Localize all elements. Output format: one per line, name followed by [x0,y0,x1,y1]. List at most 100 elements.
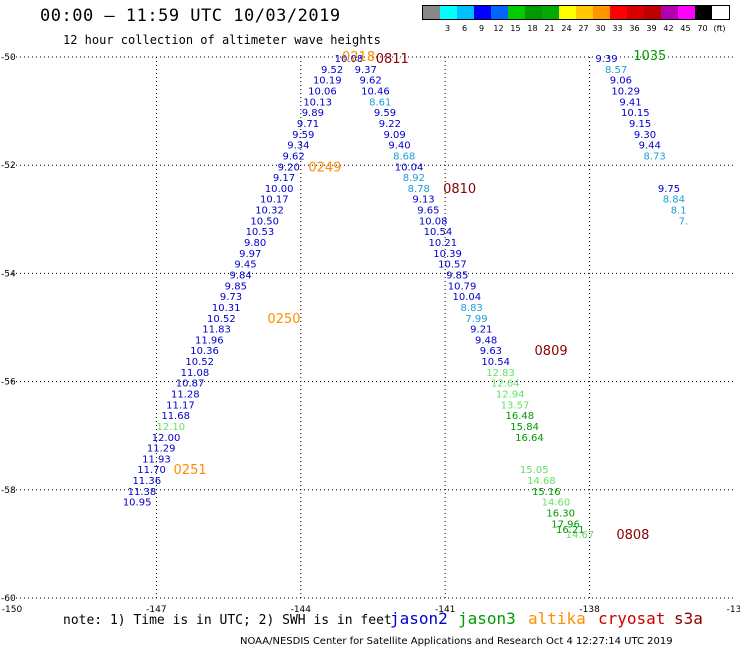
wave-height-label: 10.08 [419,216,448,227]
wave-height-label: 9.62 [359,76,381,87]
x-tick-label: -13 [727,605,740,615]
color-scale-swatch [491,6,508,19]
wave-height-label: 8.84 [663,195,685,206]
wave-height-label: 10.53 [246,227,275,238]
wave-height-label: 9.65 [417,206,439,217]
wave-height-label: 9.13 [412,195,434,206]
y-tick-label: -50 [1,53,16,63]
color-scale-swatch [559,6,576,19]
color-scale-label: 9 [478,24,485,33]
wave-height-label: 9.73 [220,292,242,303]
wave-height-label: 9.59 [374,108,396,119]
color-scale-swatch [661,6,678,19]
legend-cryosat: cryosat [598,609,666,628]
wave-height-label: 10.39 [433,249,462,260]
chart-subtitle: 12 hour collection of altimeter wave hei… [63,33,381,47]
color-scale-swatch [457,6,474,19]
x-tick-label: -144 [291,605,312,615]
wave-height-label: 10.95 [123,498,152,509]
wave-height-label: 10.04 [453,292,482,303]
color-scale-label: 12 [493,24,504,33]
color-scale-label: 3 [444,24,451,33]
color-scale-swatch [525,6,542,19]
wave-height-label: 10.15 [621,108,650,119]
color-scale-label: 21 [544,24,555,33]
wave-height-label: 11.36 [132,476,161,487]
color-scale-swatch [508,6,525,19]
wave-height-label: 9.09 [384,130,406,141]
wave-height-label: 14.68 [527,476,556,487]
wave-height-label: 11.96 [195,335,224,346]
color-scale-swatch [627,6,644,19]
wave-height-label: 11.08 [181,368,210,379]
wave-height-label: 11.68 [161,411,190,422]
wave-height-label: 9.62 [282,151,304,162]
wave-height-label: 8.92 [403,173,425,184]
wave-height-color-scale: 3 6 9 12 15 18 21 24 27 30 33 36 39 42 45 70 (ft) [422,5,730,33]
wave-height-label: 14.60 [542,498,571,509]
color-scale-swatch [678,6,695,19]
wave-height-label: 12.83 [486,368,515,379]
pass-time-label: 0250 [267,312,300,327]
wave-height-label: 10.87 [176,379,205,390]
wave-height-label: 9.20 [278,162,300,173]
wave-height-label: 10.36 [190,346,219,357]
y-tick-label: -52 [1,161,16,171]
wave-height-label: 9.52 [321,65,343,76]
wave-height-label: 9.15 [629,119,651,130]
wave-height-label: 10.50 [250,216,279,227]
color-scale-label: 42 [663,24,674,33]
pass-time-label: 0811 [376,52,409,67]
color-scale-label: 36 [629,24,640,33]
color-scale-swatch [576,6,593,19]
legend-jason2: jason2 [390,609,448,628]
wave-height-label: 11.38 [128,487,157,498]
wave-height-label: 17.96 [551,519,580,530]
pass-time-label: 0249 [308,160,341,175]
color-scale-labels: 3 6 9 12 15 18 21 24 27 30 33 36 39 42 45 70 (ft) [422,24,730,33]
wave-height-label: 10.52 [185,357,214,368]
legend-altika: altika [528,609,586,628]
wave-height-label: 9.89 [302,108,324,119]
color-scale-swatch [474,6,491,19]
credit-line: NOAA/NESDIS Center for Satellite Applica… [240,636,673,647]
wave-height-label: 10.79 [448,281,477,292]
color-scale-swatch [593,6,610,19]
color-scale-label: (ft) [713,24,726,33]
wave-height-label: 12.00 [152,433,181,444]
wave-height-label: 10.04 [395,162,424,173]
wave-height-label: 9.17 [273,173,295,184]
color-scale-label: 15 [510,24,521,33]
wave-height-label: 11.28 [171,390,200,401]
color-scale-label: 45 [680,24,691,33]
x-tick-label: -150 [2,605,23,615]
wave-height-label: 7.99 [465,314,487,325]
wave-height-label: 10.46 [361,87,390,98]
wave-height-label: 10.21 [428,238,457,249]
x-tick-label: -141 [435,605,455,615]
color-scale-label: 39 [646,24,657,33]
chart-title: 00:00 – 11:59 UTC 10/03/2019 [40,6,341,26]
wave-height-label: 10.08 [335,54,364,65]
wave-height-label: 9.48 [475,335,497,346]
wave-height-label: 11.70 [137,465,166,476]
wave-height-label: 12.64 [491,379,520,390]
color-scale-boxes [422,5,730,20]
wave-height-label: 9.34 [287,141,309,152]
wave-height-label: 9.30 [634,130,656,141]
wave-height-label: 8.73 [643,151,665,162]
wave-height-label: 11.29 [147,444,176,455]
wave-height-label: 8.83 [461,303,483,314]
wave-height-label: 9.44 [639,141,661,152]
wave-height-label: 12.94 [496,390,525,401]
color-scale-label: 30 [595,24,606,33]
color-scale-swatch [644,6,661,19]
wave-height-label: 10.13 [303,97,332,108]
wave-height-label: 9.97 [239,249,261,260]
wave-height-label: 10.29 [611,87,640,98]
wave-height-label: 10.06 [308,87,337,98]
color-scale-label: 6 [461,24,468,33]
wave-height-label: 8.57 [605,65,627,76]
wave-height-label: 11.93 [142,454,171,465]
